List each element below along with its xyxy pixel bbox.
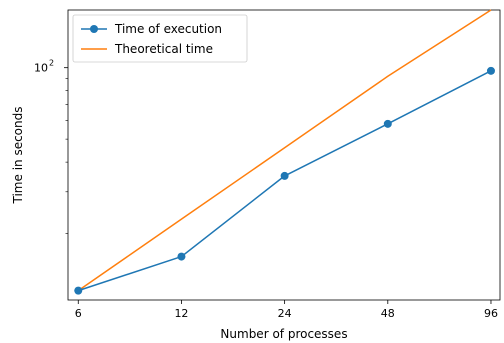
legend-item-theoretical: Theoretical time xyxy=(81,42,213,56)
data-point-execution xyxy=(177,252,186,261)
series-line-theoretical xyxy=(77,9,492,292)
plot-area xyxy=(67,9,501,301)
legend-item-execution: Time of execution xyxy=(81,22,222,36)
x-tick-label: 6 xyxy=(75,307,82,320)
x-tick-label: 96 xyxy=(484,307,498,320)
x-tick-label: 48 xyxy=(381,307,395,320)
data-point-execution xyxy=(280,171,289,180)
x-tick-label: 12 xyxy=(174,307,188,320)
legend-label-execution: Time of execution xyxy=(114,22,222,36)
series-line-execution xyxy=(78,70,492,292)
legend-label-theoretical: Theoretical time xyxy=(114,42,213,56)
y-axis-label: Time in seconds xyxy=(11,107,25,205)
plot-frame xyxy=(67,9,501,301)
y-axis: 10 2 xyxy=(34,59,68,234)
y-tick-label: 10 xyxy=(34,62,48,75)
data-point-execution xyxy=(74,286,83,295)
x-axis: 6 12 24 48 96 xyxy=(75,300,498,320)
y-tick-label-exponent: 2 xyxy=(49,59,54,68)
x-tick-label: 24 xyxy=(278,307,292,320)
legend-marker-execution xyxy=(90,25,98,33)
data-point-execution xyxy=(486,66,495,75)
legend-box xyxy=(72,14,248,63)
series-layer xyxy=(74,9,495,295)
legend: Time of execution Theoretical time xyxy=(72,14,248,63)
x-axis-label: Number of processes xyxy=(220,327,347,341)
data-point-execution xyxy=(383,119,392,128)
